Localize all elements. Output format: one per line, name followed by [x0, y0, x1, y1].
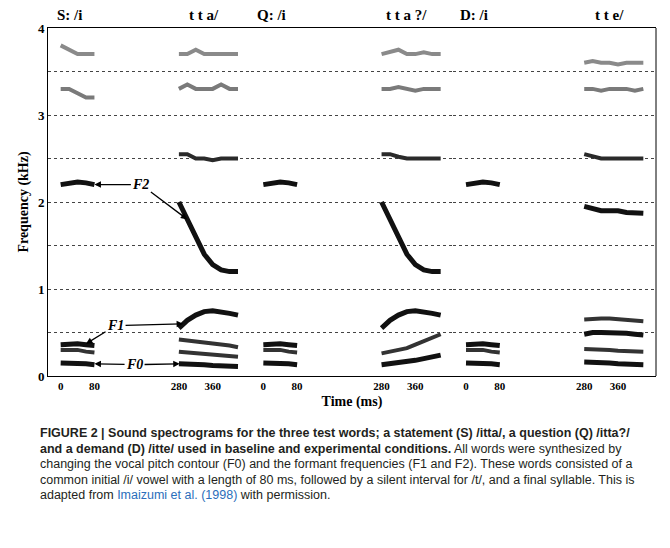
- svg-text:F0: F0: [126, 357, 143, 372]
- svg-text:t t e/: t t e/: [595, 7, 624, 23]
- svg-text:1: 1: [38, 282, 45, 297]
- svg-text:S: /i: S: /i: [57, 7, 82, 23]
- svg-text:0: 0: [58, 380, 64, 392]
- svg-text:0: 0: [38, 369, 45, 384]
- svg-text:280: 280: [576, 380, 593, 392]
- svg-text:Q: /i: Q: /i: [257, 7, 286, 23]
- svg-text:F2: F2: [132, 177, 149, 192]
- svg-text:0: 0: [463, 380, 469, 392]
- svg-text:F2: F2: [132, 177, 149, 192]
- svg-text:80: 80: [494, 380, 506, 392]
- svg-text:0: 0: [261, 380, 267, 392]
- svg-text:3: 3: [38, 108, 45, 123]
- svg-text:Frequency (kHz): Frequency (kHz): [16, 151, 32, 253]
- svg-text:F0: F0: [126, 357, 143, 372]
- svg-text:t t a ?/: t t a ?/: [386, 7, 427, 23]
- svg-text:F1: F1: [107, 318, 124, 333]
- svg-text:80: 80: [89, 380, 101, 392]
- svg-text:2: 2: [38, 195, 45, 210]
- svg-text:280: 280: [373, 380, 390, 392]
- svg-text:80: 80: [292, 380, 304, 392]
- svg-text:360: 360: [204, 380, 221, 392]
- html-text:FIGURE 2 | Sound spectrograms: FIGURE 2 | Sound spectrograms for the th…: [40, 426, 635, 502]
- svg-text:4: 4: [38, 21, 45, 36]
- svg-text:Time (ms): Time (ms): [322, 394, 383, 410]
- svg-text:t t a/: t t a/: [189, 7, 219, 23]
- svg-text:F1: F1: [107, 318, 124, 333]
- svg-text:360: 360: [407, 380, 424, 392]
- svg-text:D: /i: D: /i: [460, 7, 488, 23]
- svg-text:360: 360: [610, 380, 627, 392]
- svg-text:280: 280: [171, 380, 188, 392]
